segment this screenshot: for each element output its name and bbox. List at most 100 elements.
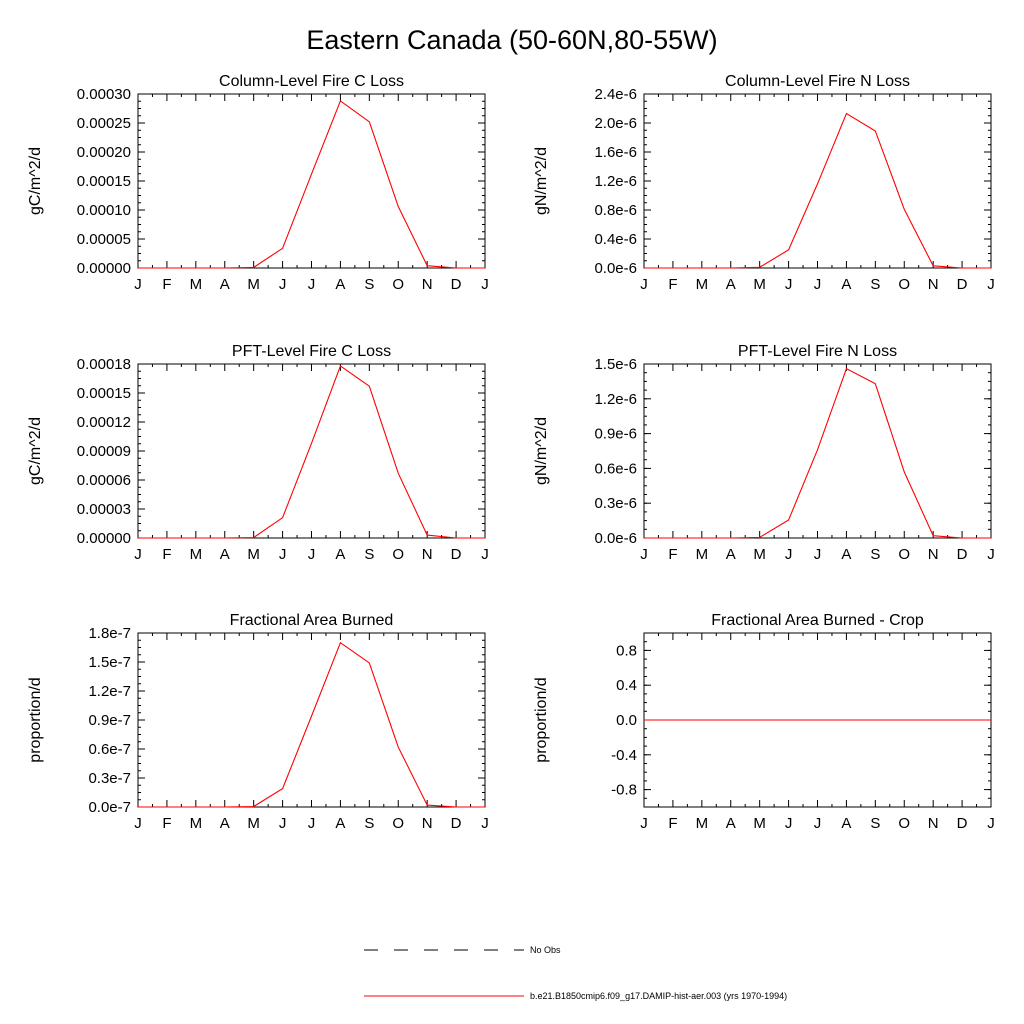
x-tick-label: J xyxy=(308,546,316,563)
panel-title: Fractional Area Burned xyxy=(230,612,394,629)
x-tick-label: M xyxy=(247,546,260,563)
x-tick-label: J xyxy=(785,815,793,832)
y-tick-label: 0.00000 xyxy=(77,530,131,547)
x-tick-label: J xyxy=(814,276,822,293)
y-tick-label: 0.00006 xyxy=(77,472,131,489)
x-tick-label: J xyxy=(640,276,648,293)
y-tick-label: 1.2e-7 xyxy=(88,683,131,700)
y-tick-label: 0.00015 xyxy=(77,173,131,190)
x-tick-label: D xyxy=(957,546,968,563)
legend-model-label: b.e21.B1850cmip6.f09_g17.DAMIP-hist-aer.… xyxy=(530,991,787,1001)
y-tick-label: 2.0e-6 xyxy=(594,115,637,132)
x-tick-label: J xyxy=(640,815,648,832)
y-tick-label: 0.0 xyxy=(616,712,637,729)
x-tick-label: J xyxy=(134,276,142,293)
y-axis-label: gN/m^2/d xyxy=(533,147,550,215)
plot-frame xyxy=(137,363,486,539)
y-tick-label: 0.0e-6 xyxy=(594,530,637,547)
y-tick-label: 0.00000 xyxy=(77,260,131,277)
x-tick-label: A xyxy=(726,276,736,293)
panel-title: PFT-Level Fire C Loss xyxy=(232,343,391,360)
y-tick-label: 0.6e-6 xyxy=(594,460,637,477)
y-tick-label: -0.4 xyxy=(611,747,637,764)
x-tick-label: F xyxy=(162,815,171,832)
x-tick-label: J xyxy=(279,276,287,293)
y-tick-label: 0.3e-7 xyxy=(88,770,131,787)
y-tick-label: 0.00018 xyxy=(77,356,131,373)
y-tick-label: 0.00003 xyxy=(77,501,131,518)
y-axis-label: gC/m^2/d xyxy=(27,417,44,485)
x-tick-label: S xyxy=(870,276,880,293)
x-tick-label: A xyxy=(841,276,851,293)
y-tick-label: 0.00015 xyxy=(77,385,131,402)
x-tick-label: J xyxy=(987,815,995,832)
x-tick-label: M xyxy=(753,546,766,563)
x-tick-label: J xyxy=(987,276,995,293)
x-tick-label: D xyxy=(451,815,462,832)
x-tick-label: J xyxy=(279,546,287,563)
y-tick-label: 0.3e-6 xyxy=(594,495,637,512)
x-tick-label: J xyxy=(987,546,995,563)
x-tick-label: J xyxy=(134,815,142,832)
x-tick-label: J xyxy=(308,815,316,832)
plot-frame xyxy=(137,93,486,269)
x-tick-label: A xyxy=(220,546,230,563)
panel-title: Column-Level Fire C Loss xyxy=(219,73,404,90)
y-tick-label: 0.6e-7 xyxy=(88,741,131,758)
x-tick-label: J xyxy=(481,815,489,832)
x-tick-label: J xyxy=(308,276,316,293)
x-tick-label: M xyxy=(696,546,709,563)
x-tick-label: N xyxy=(422,276,433,293)
x-tick-label: N xyxy=(928,815,939,832)
series-line xyxy=(138,641,485,808)
x-tick-label: M xyxy=(190,815,203,832)
x-tick-label: A xyxy=(335,815,345,832)
x-tick-label: M xyxy=(190,546,203,563)
x-tick-label: J xyxy=(279,815,287,832)
x-tick-label: S xyxy=(364,276,374,293)
x-tick-label: O xyxy=(898,546,910,563)
y-tick-label: 0.00010 xyxy=(77,202,131,219)
x-tick-label: A xyxy=(220,815,230,832)
y-tick-label: 0.00025 xyxy=(77,115,131,132)
x-tick-label: S xyxy=(870,815,880,832)
x-tick-label: M xyxy=(247,276,260,293)
x-tick-label: J xyxy=(785,276,793,293)
x-tick-label: J xyxy=(481,276,489,293)
x-tick-label: A xyxy=(841,546,851,563)
series-line xyxy=(644,367,991,539)
y-tick-label: 0.00005 xyxy=(77,231,131,248)
y-tick-label: 0.00012 xyxy=(77,414,131,431)
x-tick-label: F xyxy=(668,815,677,832)
x-tick-label: O xyxy=(392,276,404,293)
y-tick-label: -0.8 xyxy=(611,782,637,799)
y-tick-label: 0.4e-6 xyxy=(594,231,637,248)
y-tick-label: 1.8e-7 xyxy=(88,625,131,642)
y-tick-label: 1.2e-6 xyxy=(594,391,637,408)
x-tick-label: F xyxy=(162,546,171,563)
x-tick-label: M xyxy=(696,276,709,293)
x-tick-label: D xyxy=(451,546,462,563)
x-tick-label: N xyxy=(928,276,939,293)
y-tick-label: 1.5e-6 xyxy=(594,356,637,373)
x-tick-label: A xyxy=(841,815,851,832)
y-tick-label: 2.4e-6 xyxy=(594,86,637,103)
x-tick-label: J xyxy=(814,546,822,563)
y-tick-label: 1.2e-6 xyxy=(594,173,637,190)
x-tick-label: O xyxy=(898,276,910,293)
x-tick-label: M xyxy=(190,276,203,293)
x-tick-label: M xyxy=(753,815,766,832)
y-tick-label: 0.00009 xyxy=(77,443,131,460)
x-tick-label: J xyxy=(785,546,793,563)
x-tick-label: O xyxy=(898,815,910,832)
x-tick-label: D xyxy=(451,276,462,293)
y-tick-label: 0.00020 xyxy=(77,144,131,161)
y-tick-label: 0.9e-7 xyxy=(88,712,131,729)
